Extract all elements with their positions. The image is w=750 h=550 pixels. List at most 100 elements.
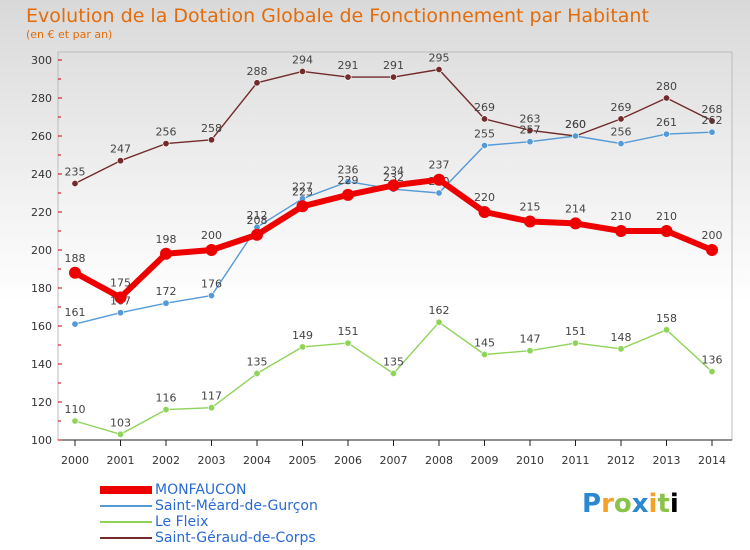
data-point-saint-meard-de-gurcon xyxy=(435,189,443,197)
data-label-saint-geraud-de-corps: 288 xyxy=(247,65,268,78)
x-tick-label: 2010 xyxy=(516,454,544,467)
data-label-saint-meard-de-gurcon: 232 xyxy=(383,171,404,184)
y-tick-label: 200 xyxy=(31,244,52,257)
data-label-saint-geraud-de-corps: 260 xyxy=(565,118,586,131)
legend-label-le-fleix: Le Fleix xyxy=(155,514,209,530)
data-point-le-fleix xyxy=(617,345,625,353)
data-point-monfaucon xyxy=(114,291,127,304)
data-label-saint-meard-de-gurcon: 161 xyxy=(65,306,86,319)
data-label-saint-meard-de-gurcon: 227 xyxy=(292,181,313,194)
y-tick-label: 300 xyxy=(31,54,52,67)
data-point-saint-geraud-de-corps xyxy=(389,73,397,81)
data-label-le-fleix: 135 xyxy=(383,356,404,369)
data-point-le-fleix xyxy=(480,350,488,358)
data-label-saint-geraud-de-corps: 269 xyxy=(474,101,495,114)
data-point-monfaucon xyxy=(569,217,582,230)
data-point-monfaucon xyxy=(251,228,263,241)
data-label-le-fleix: 158 xyxy=(656,312,677,325)
data-point-saint-meard-de-gurcon xyxy=(480,142,488,150)
data-point-saint-geraud-de-corps xyxy=(435,66,443,74)
legend-label-monfaucon: MONFAUCON xyxy=(155,482,247,498)
x-tick-label: 2002 xyxy=(152,454,180,467)
proxiti-logo: Proxiti xyxy=(582,489,679,519)
legend-swatch-saint-meard xyxy=(100,505,152,507)
data-label-saint-geraud-de-corps: 247 xyxy=(110,143,131,156)
x-tick-label: 2008 xyxy=(425,454,453,467)
x-tick-label: 2004 xyxy=(243,454,271,467)
data-label-saint-geraud-de-corps: 235 xyxy=(65,166,86,179)
chart-subtitle: (en € et par an) xyxy=(26,28,113,41)
data-label-monfaucon: 200 xyxy=(201,229,222,242)
y-tick-label: 100 xyxy=(31,434,52,447)
data-label-le-fleix: 145 xyxy=(474,337,495,350)
data-point-le-fleix xyxy=(389,369,397,377)
data-point-monfaucon xyxy=(478,206,491,218)
x-tick-label: 2012 xyxy=(607,454,635,467)
y-tick-label: 120 xyxy=(31,396,52,409)
x-tick-label: 2000 xyxy=(61,454,89,467)
x-tick-label: 2003 xyxy=(198,454,226,467)
data-label-monfaucon: 198 xyxy=(156,233,177,246)
legend-label-saint-meard: Saint-Méard-de-Gurçon xyxy=(155,498,318,514)
y-tick-label: 260 xyxy=(31,130,52,143)
data-point-monfaucon xyxy=(706,244,718,256)
data-label-saint-meard-de-gurcon: 257 xyxy=(520,124,541,137)
y-tick-label: 220 xyxy=(31,206,52,219)
data-label-le-fleix: 135 xyxy=(247,356,268,369)
data-point-saint-geraud-de-corps xyxy=(708,117,716,125)
data-label-saint-meard-de-gurcon: 176 xyxy=(201,278,222,291)
data-point-saint-meard-de-gurcon xyxy=(162,299,170,307)
data-point-saint-geraud-de-corps xyxy=(208,136,216,144)
data-label-monfaucon: 229 xyxy=(338,174,359,187)
data-label-saint-geraud-de-corps: 263 xyxy=(520,112,541,125)
data-point-le-fleix xyxy=(662,326,670,334)
y-tick-label: 160 xyxy=(31,320,52,333)
data-point-monfaucon xyxy=(524,215,536,228)
data-label-le-fleix: 151 xyxy=(565,325,586,338)
data-point-monfaucon xyxy=(69,266,81,279)
data-point-saint-geraud-de-corps xyxy=(71,180,79,188)
y-tick-label: 140 xyxy=(31,358,52,371)
data-point-monfaucon xyxy=(433,173,445,186)
data-point-le-fleix xyxy=(435,318,443,326)
y-tick-label: 240 xyxy=(31,168,52,181)
data-label-saint-geraud-de-corps: 291 xyxy=(338,59,359,72)
data-label-monfaucon: 220 xyxy=(474,191,495,204)
x-tick-label: 2011 xyxy=(562,454,590,467)
data-point-saint-meard-de-gurcon xyxy=(617,140,625,148)
y-tick-label: 180 xyxy=(31,282,52,295)
data-label-saint-geraud-de-corps: 295 xyxy=(429,52,450,65)
x-tick-label: 2007 xyxy=(380,454,408,467)
data-point-le-fleix xyxy=(526,347,534,355)
data-point-saint-geraud-de-corps xyxy=(617,115,625,123)
data-point-le-fleix xyxy=(344,339,352,347)
data-point-saint-geraud-de-corps xyxy=(344,73,352,81)
data-label-saint-geraud-de-corps: 280 xyxy=(656,80,677,93)
data-point-monfaucon xyxy=(296,200,309,213)
data-label-saint-meard-de-gurcon: 236 xyxy=(338,164,359,177)
data-label-le-fleix: 136 xyxy=(702,354,723,367)
data-label-le-fleix: 116 xyxy=(156,392,177,405)
data-label-saint-meard-de-gurcon: 260 xyxy=(565,118,586,131)
data-label-le-fleix: 149 xyxy=(292,329,313,342)
data-label-monfaucon: 188 xyxy=(65,252,86,265)
data-point-saint-meard-de-gurcon xyxy=(708,128,716,136)
data-point-saint-geraud-de-corps xyxy=(662,94,670,102)
chart-title: Evolution de la Dotation Globale de Fonc… xyxy=(26,5,649,27)
data-point-monfaucon xyxy=(342,188,354,201)
data-point-saint-meard-de-gurcon xyxy=(208,292,216,300)
data-point-saint-geraud-de-corps xyxy=(480,115,488,123)
data-label-saint-geraud-de-corps: 256 xyxy=(156,126,177,139)
data-point-monfaucon xyxy=(160,247,172,260)
legend-swatch-monfaucon xyxy=(100,486,152,494)
data-label-monfaucon: 208 xyxy=(247,214,268,227)
data-label-le-fleix: 151 xyxy=(338,325,359,338)
data-label-monfaucon: 200 xyxy=(702,229,723,242)
x-tick-label: 2014 xyxy=(698,454,726,467)
legend-label-saint-geraud: Saint-Géraud-de-Corps xyxy=(155,530,316,546)
data-label-saint-meard-de-gurcon: 212 xyxy=(247,209,268,222)
data-label-saint-meard-de-gurcon: 255 xyxy=(474,128,495,141)
data-point-saint-geraud-de-corps xyxy=(253,79,261,87)
